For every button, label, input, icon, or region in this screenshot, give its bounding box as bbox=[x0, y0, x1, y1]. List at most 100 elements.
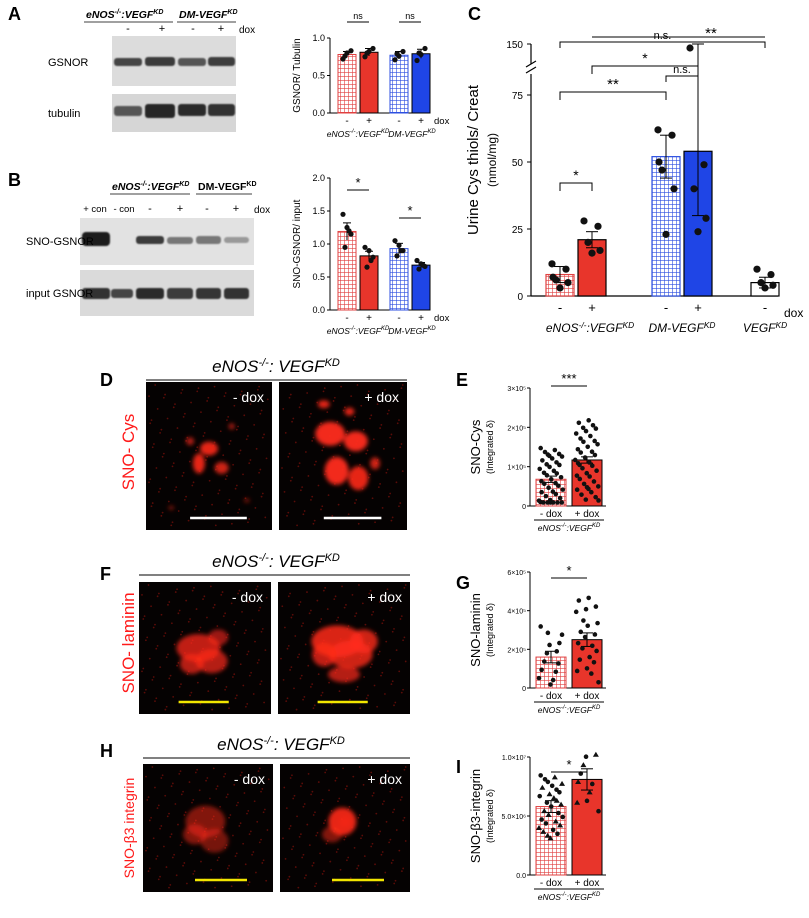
significance-label: ns bbox=[405, 11, 415, 21]
data-point bbox=[586, 486, 591, 492]
background-speckle bbox=[201, 494, 204, 496]
background-speckle bbox=[235, 644, 238, 647]
background-speckle bbox=[217, 492, 220, 495]
background-speckle bbox=[403, 586, 406, 589]
background-speckle bbox=[164, 393, 166, 396]
background-speckle bbox=[300, 674, 303, 677]
data-point bbox=[551, 774, 558, 780]
background-speckle bbox=[141, 594, 143, 596]
background-speckle bbox=[295, 708, 298, 711]
background-speckle bbox=[267, 778, 270, 781]
background-speckle bbox=[191, 484, 194, 487]
background-speckle bbox=[382, 619, 385, 622]
panel-a-lane2: + bbox=[159, 23, 165, 35]
data-point bbox=[580, 646, 585, 651]
background-speckle bbox=[248, 833, 251, 836]
background-speckle bbox=[335, 777, 338, 779]
background-speckle bbox=[306, 392, 309, 394]
background-speckle bbox=[358, 814, 361, 816]
background-speckle bbox=[180, 841, 183, 844]
background-speckle bbox=[329, 860, 332, 863]
background-speckle bbox=[308, 416, 311, 418]
background-speckle bbox=[159, 875, 161, 878]
significance-label: *** bbox=[561, 371, 576, 386]
background-speckle bbox=[379, 830, 382, 833]
background-speckle bbox=[239, 774, 242, 777]
axis-break-mark bbox=[525, 66, 537, 74]
background-speckle bbox=[400, 691, 403, 694]
background-speckle bbox=[352, 775, 355, 778]
background-speckle bbox=[214, 524, 217, 527]
data-point bbox=[548, 476, 554, 482]
background-speckle bbox=[157, 490, 160, 493]
background-speckle bbox=[247, 521, 249, 524]
background-speckle bbox=[197, 387, 200, 390]
background-speckle bbox=[240, 771, 243, 774]
background-speckle bbox=[228, 443, 231, 445]
background-speckle bbox=[350, 395, 353, 398]
data-point bbox=[590, 422, 596, 428]
y-tick-label: 4×10⁵ bbox=[507, 609, 526, 616]
background-speckle bbox=[323, 387, 326, 390]
background-speckle bbox=[319, 620, 321, 623]
background-speckle bbox=[206, 616, 208, 619]
background-speckle bbox=[155, 697, 158, 700]
background-speckle bbox=[263, 808, 266, 811]
background-speckle bbox=[196, 681, 199, 684]
background-speckle bbox=[263, 433, 265, 436]
background-speckle bbox=[385, 471, 388, 474]
background-speckle bbox=[303, 510, 306, 512]
background-speckle bbox=[390, 433, 393, 436]
signal-blob bbox=[200, 828, 229, 853]
background-speckle bbox=[337, 800, 339, 803]
background-speckle bbox=[258, 385, 261, 388]
background-speckle bbox=[176, 664, 178, 667]
background-speckle bbox=[348, 805, 351, 808]
data-point bbox=[544, 800, 550, 805]
background-speckle bbox=[376, 705, 379, 708]
background-speckle bbox=[254, 640, 256, 643]
background-speckle bbox=[346, 430, 349, 433]
y-tick-label: 0.5 bbox=[312, 71, 325, 81]
background-speckle bbox=[226, 419, 228, 422]
background-speckle bbox=[237, 875, 239, 878]
background-speckle bbox=[157, 804, 160, 807]
background-speckle bbox=[149, 478, 152, 481]
background-speckle bbox=[167, 500, 170, 503]
background-speckle bbox=[173, 643, 176, 646]
background-speckle bbox=[219, 430, 222, 433]
background-speckle bbox=[161, 774, 164, 777]
background-speckle bbox=[398, 419, 400, 422]
background-speckle bbox=[215, 677, 217, 680]
background-speckle bbox=[356, 867, 359, 870]
background-speckle bbox=[155, 647, 158, 650]
background-speckle bbox=[237, 592, 240, 595]
background-speckle bbox=[382, 447, 385, 450]
tubulin-bands bbox=[114, 104, 235, 118]
background-speckle bbox=[343, 492, 346, 495]
data-point bbox=[550, 489, 556, 494]
background-speckle bbox=[311, 790, 314, 793]
panel-a-dox: dox bbox=[239, 25, 255, 36]
background-speckle bbox=[187, 620, 190, 623]
background-speckle bbox=[337, 616, 340, 619]
data-point bbox=[392, 238, 398, 244]
background-speckle bbox=[380, 423, 383, 426]
background-speckle bbox=[388, 841, 391, 844]
background-speckle bbox=[369, 822, 371, 825]
background-speckle bbox=[178, 772, 181, 775]
background-speckle bbox=[258, 609, 260, 612]
x-tick-label: - bbox=[397, 116, 400, 127]
x-tick-label: + bbox=[418, 313, 424, 324]
data-point bbox=[368, 257, 374, 264]
group-label: VEGFKD bbox=[743, 320, 787, 335]
background-speckle bbox=[284, 431, 287, 434]
background-speckle bbox=[255, 447, 258, 450]
background-speckle bbox=[400, 615, 403, 618]
background-speckle bbox=[252, 483, 254, 485]
background-speckle bbox=[238, 589, 241, 592]
background-speckle bbox=[249, 782, 252, 785]
background-speckle bbox=[150, 816, 153, 819]
background-speckle bbox=[356, 686, 359, 688]
